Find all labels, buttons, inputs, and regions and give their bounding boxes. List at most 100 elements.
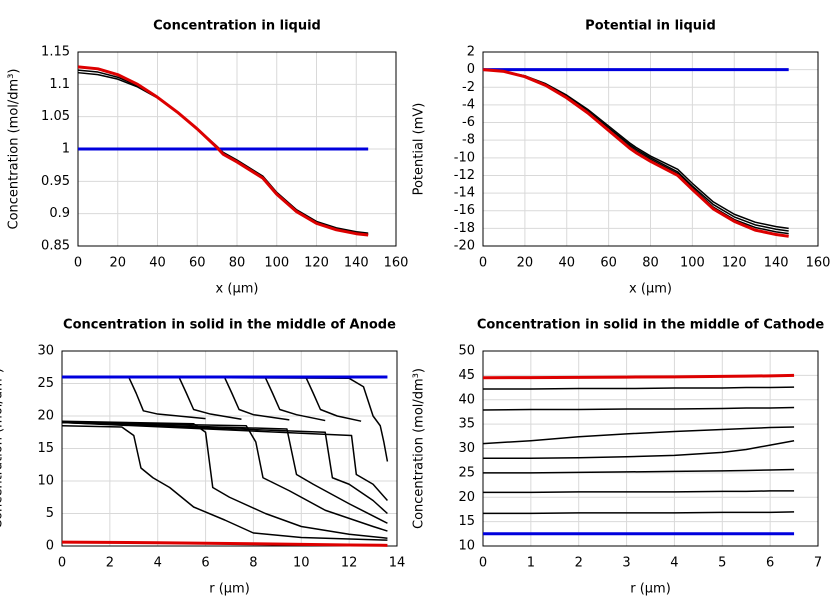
y-tick-label: 20 bbox=[458, 490, 475, 505]
y-tick-label: 45 bbox=[458, 368, 475, 383]
x-axis-label: x (µm) bbox=[216, 282, 259, 297]
y-axis-label: Potential (mV) bbox=[412, 103, 427, 196]
data-line bbox=[483, 490, 795, 494]
y-tick-label: -16 bbox=[454, 203, 475, 218]
y-tick-label: 30 bbox=[458, 441, 475, 456]
x-tick-label: 0 bbox=[58, 556, 66, 571]
x-tick-label: 80 bbox=[229, 256, 246, 271]
x-tick-label: 100 bbox=[264, 256, 289, 271]
y-tick-label: -18 bbox=[454, 221, 475, 236]
x-tick-label: 4 bbox=[670, 556, 678, 571]
y-tick-label: 15 bbox=[37, 441, 54, 456]
y-tick-label: -2 bbox=[462, 80, 475, 95]
x-tick-label: 4 bbox=[154, 556, 162, 571]
y-tick-label: 50 bbox=[458, 344, 475, 359]
y-tick-label: 40 bbox=[458, 392, 475, 407]
x-axis-label: r (µm) bbox=[630, 582, 671, 597]
plot-frame bbox=[61, 350, 398, 547]
x-tick-label: 3 bbox=[622, 556, 630, 571]
y-tick-label: -4 bbox=[462, 97, 475, 112]
y-tick-label: -12 bbox=[454, 168, 475, 183]
y-tick-label: -10 bbox=[454, 150, 475, 165]
x-tick-label: 6 bbox=[766, 556, 774, 571]
y-tick-label: 1.1 bbox=[49, 77, 70, 92]
y-tick-label: 0.95 bbox=[41, 174, 70, 189]
y-tick-label: 15 bbox=[458, 514, 475, 529]
x-tick-label: 160 bbox=[806, 256, 831, 271]
x-tick-label: 20 bbox=[109, 256, 126, 271]
data-line bbox=[61, 421, 388, 532]
y-tick-label: 0.85 bbox=[41, 239, 70, 254]
y-tick-label: 10 bbox=[458, 539, 475, 554]
data-line bbox=[483, 511, 795, 515]
y-tick-label: 35 bbox=[458, 417, 475, 432]
plot-frame bbox=[482, 350, 819, 547]
data-line bbox=[61, 540, 388, 547]
y-tick-label: 1.15 bbox=[41, 45, 70, 60]
chart-title: Concentration in solid in the middle of … bbox=[63, 318, 396, 333]
data-line bbox=[483, 386, 795, 390]
data-line bbox=[483, 468, 795, 474]
x-tick-label: 100 bbox=[680, 256, 705, 271]
data-line bbox=[61, 421, 388, 524]
y-tick-label: 25 bbox=[458, 465, 475, 480]
x-tick-label: 60 bbox=[600, 256, 617, 271]
data-line bbox=[61, 421, 388, 501]
plot-frame bbox=[482, 51, 819, 247]
x-tick-label: 2 bbox=[575, 556, 583, 571]
y-tick-label: 1 bbox=[62, 142, 70, 157]
x-tick-label: 160 bbox=[384, 256, 409, 271]
x-tick-label: 40 bbox=[149, 256, 166, 271]
x-tick-label: 1 bbox=[527, 556, 535, 571]
x-axis-label: r (µm) bbox=[209, 582, 250, 597]
x-tick-label: 8 bbox=[249, 556, 257, 571]
x-tick-label: 60 bbox=[189, 256, 206, 271]
y-tick-label: 0 bbox=[467, 62, 475, 77]
y-tick-label: 30 bbox=[37, 344, 54, 359]
data-line bbox=[61, 421, 388, 515]
x-tick-label: 120 bbox=[722, 256, 747, 271]
x-tick-label: 40 bbox=[558, 256, 575, 271]
chart-title: Concentration in liquid bbox=[153, 19, 321, 34]
data-line bbox=[482, 373, 795, 380]
data-line bbox=[77, 65, 369, 237]
data-line bbox=[482, 426, 795, 445]
y-tick-label: -14 bbox=[454, 186, 475, 201]
x-tick-label: 5 bbox=[718, 556, 726, 571]
y-tick-label: 10 bbox=[37, 474, 54, 489]
x-tick-label: 0 bbox=[74, 256, 82, 271]
x-tick-label: 0 bbox=[479, 256, 487, 271]
x-tick-label: 7 bbox=[814, 556, 822, 571]
x-tick-label: 120 bbox=[304, 256, 329, 271]
x-tick-label: 80 bbox=[642, 256, 659, 271]
x-tick-label: 12 bbox=[341, 556, 358, 571]
y-tick-label: 2 bbox=[467, 45, 475, 60]
x-tick-label: 140 bbox=[764, 256, 789, 271]
y-axis-label: Concentration (mol/dm³) bbox=[0, 368, 6, 529]
x-tick-label: 14 bbox=[389, 556, 406, 571]
y-tick-label: 25 bbox=[37, 376, 54, 391]
y-axis-label: Concentration (mol/dm³) bbox=[412, 368, 427, 529]
data-line bbox=[482, 68, 789, 238]
x-tick-label: 6 bbox=[201, 556, 209, 571]
x-tick-label: 20 bbox=[517, 256, 534, 271]
data-line bbox=[483, 439, 795, 459]
chart-title: Potential in liquid bbox=[585, 19, 716, 34]
y-tick-label: -6 bbox=[462, 115, 475, 130]
chart-title: Concentration in solid in the middle of … bbox=[477, 318, 825, 333]
y-tick-label: -8 bbox=[462, 133, 475, 148]
x-tick-label: 2 bbox=[106, 556, 114, 571]
data-line bbox=[61, 425, 388, 541]
x-tick-label: 140 bbox=[344, 256, 369, 271]
y-tick-label: 20 bbox=[37, 409, 54, 424]
y-tick-label: 0 bbox=[46, 539, 54, 554]
y-tick-label: 1.05 bbox=[41, 109, 70, 124]
y-tick-label: 5 bbox=[46, 506, 54, 521]
x-axis-label: x (µm) bbox=[629, 282, 672, 297]
y-tick-label: 0.9 bbox=[49, 206, 70, 221]
x-tick-label: 0 bbox=[479, 556, 487, 571]
y-tick-label: -20 bbox=[454, 239, 475, 254]
y-axis-label: Concentration (mol/dm³) bbox=[7, 69, 22, 230]
x-tick-label: 10 bbox=[293, 556, 310, 571]
